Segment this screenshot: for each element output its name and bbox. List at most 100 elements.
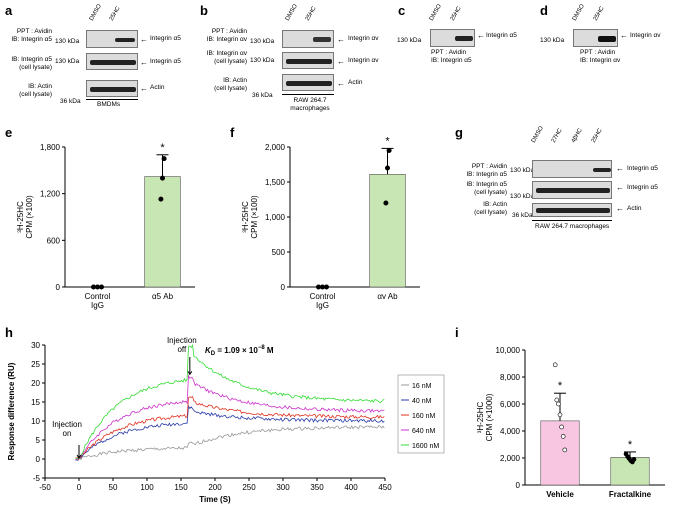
legend-label: 40 nM — [412, 398, 432, 405]
c-blot — [430, 29, 475, 47]
lane-g-4: 25HC — [590, 127, 604, 144]
x-tick-label: Fractalkine — [609, 490, 652, 499]
a-row2-kda: 130 kDa — [55, 58, 80, 65]
arrow-a2: ← — [140, 58, 148, 67]
a-row2-label: IB: Integrin α5 (cell lysate) — [11, 56, 52, 71]
lane-g-2: 27HC — [550, 127, 564, 144]
chart-i: 0 2,000 4,000 6,000 8,000 10,000 ³H-25HCCPM (×… — [476, 346, 665, 499]
data-point — [560, 434, 566, 439]
g-row1-label: PPT : Avidin IB: Integrin α5 — [466, 163, 507, 178]
y-tick-label: 0 — [56, 283, 61, 292]
x-tick-label: 50 — [109, 483, 118, 492]
data-point — [385, 165, 391, 171]
x-tick-label: 0 — [77, 483, 82, 492]
data-point — [559, 424, 564, 430]
y-tick-label: 1,800 — [40, 143, 61, 152]
legend-label: 640 nM — [412, 428, 436, 435]
g-row3-label: IB: Actin (cell lysate) — [474, 201, 507, 216]
y-tick-label: 0 — [36, 455, 41, 464]
legend-label: 16 nM — [412, 383, 432, 390]
legend-label: 160 nM — [412, 413, 436, 420]
significance-star: * — [160, 142, 165, 154]
b-row3-label: IB: Actin (cell lysate) — [214, 77, 247, 92]
lane-g-3: 4βHC — [570, 127, 584, 144]
g-row3-band: Actin — [627, 205, 642, 212]
b-row3-band: Actin — [348, 79, 363, 86]
g-cell-line — [532, 220, 612, 221]
y-tick-label: 25 — [31, 360, 40, 369]
data-point — [557, 412, 563, 418]
x-tick-label: Vehicle — [546, 490, 574, 499]
significance-star: * — [385, 135, 390, 147]
chart-f: 0 500 1,000 1,500 2,000 ³H-25HCCPM (×100) Cont… — [241, 135, 420, 310]
g-row3-blot — [532, 203, 612, 217]
x-tick-label: -50 — [39, 483, 51, 492]
x-tick-label: Control IgG — [310, 292, 336, 310]
y-tick-label: 1,500 — [265, 178, 286, 187]
series-line — [75, 424, 385, 461]
y-axis-label-group: ³H-25HCCPM (×100) — [241, 195, 259, 239]
y-tick-label: 10,000 — [496, 346, 521, 355]
a-row1-label: PPT : Avidin IB: Integrin α5 — [11, 28, 52, 43]
x-tick-label: 100 — [140, 483, 154, 492]
panel-b-label: b — [200, 3, 208, 18]
g-row1-blot — [532, 160, 612, 178]
legend-label: 1600 nM — [412, 443, 439, 450]
arrow-g2: ← — [616, 183, 624, 192]
data-point — [386, 148, 392, 154]
g-row2-kda: 130 kDa — [510, 193, 535, 200]
d-kda: 130 kDa — [540, 37, 565, 44]
a-row1-band: Integrin α5 — [150, 35, 181, 42]
panel-a-label: a — [5, 3, 13, 18]
x-tick-label: αv Ab — [377, 292, 398, 301]
b-row1-band: Integrin αv — [348, 35, 379, 42]
y-tick-label: 2,000 — [500, 454, 521, 463]
bar — [369, 173, 406, 288]
lane-c-1: DMSO — [428, 3, 443, 22]
y-tick-label: 15 — [31, 398, 40, 407]
kd-label: KD = 1.09 × 10−8 M — [205, 345, 274, 357]
y-axis-label-group: ³H-25HCCPM (×100) — [16, 195, 34, 239]
y-tick-label: 0 — [281, 283, 286, 292]
x-tick-label: 300 — [276, 483, 290, 492]
arrow-b2: ← — [337, 57, 345, 66]
y-tick-label: 6,000 — [500, 400, 521, 409]
y-axis-label: ³H-25HCCPM (×100) — [16, 195, 34, 239]
annotation-arrowhead — [187, 371, 193, 376]
b-row1-label: PPT : Avidin IB: Integrin αv — [206, 28, 247, 43]
data-point — [161, 156, 167, 162]
y-tick-label: 1,000 — [265, 213, 286, 222]
g-row1-band: Integrin α5 — [627, 165, 658, 172]
y-tick-label: 1,200 — [40, 190, 61, 199]
lane-g-1: DMSO — [530, 125, 545, 144]
panel-d-label: d — [540, 3, 548, 18]
data-point — [562, 447, 568, 453]
arrow-b3: ← — [337, 79, 345, 88]
chart-e: 0 600 1,200 1,800 ³H-25HCCPM (×100) Control Ig… — [16, 142, 195, 310]
annotation-arrowhead — [76, 454, 82, 459]
series-line — [75, 374, 385, 461]
b-row1-blot — [282, 30, 334, 48]
data-point — [160, 175, 166, 181]
g-row1-kda: 130 kDa — [510, 167, 535, 174]
arrow-b1: ← — [337, 35, 345, 44]
x-tick-label: 150 — [174, 483, 188, 492]
g-row2-label: IB: Integrin α5 (cell lysate) — [466, 181, 507, 196]
g-row2-blot — [532, 181, 612, 199]
y-axis-label-group: ³H-25HCCPM (×1000) — [476, 393, 494, 441]
c-caption: PPT : Avidin IB: Integrin α5 — [431, 49, 472, 64]
a-row3-band: Actin — [150, 84, 165, 91]
b-cell-line — [282, 94, 334, 95]
y-tick-label: 500 — [272, 248, 286, 257]
arrow-g1: ← — [616, 164, 624, 173]
a-row1-kda: 130 kDa — [55, 38, 80, 45]
b-row2-label: IB: Integrin αv (cell lysate) — [206, 50, 247, 65]
y-axis-label: ³H-25HCCPM (×100) — [241, 195, 259, 239]
y-tick-label: 4,000 — [500, 427, 521, 436]
a-row1-blot — [86, 30, 138, 48]
a-row3-label: IB: Actin (cell lysate) — [19, 83, 52, 98]
b-row3-blot — [282, 74, 334, 91]
x-tick-label: 200 — [208, 483, 222, 492]
a-row2-band: Integrin α5 — [150, 58, 181, 65]
